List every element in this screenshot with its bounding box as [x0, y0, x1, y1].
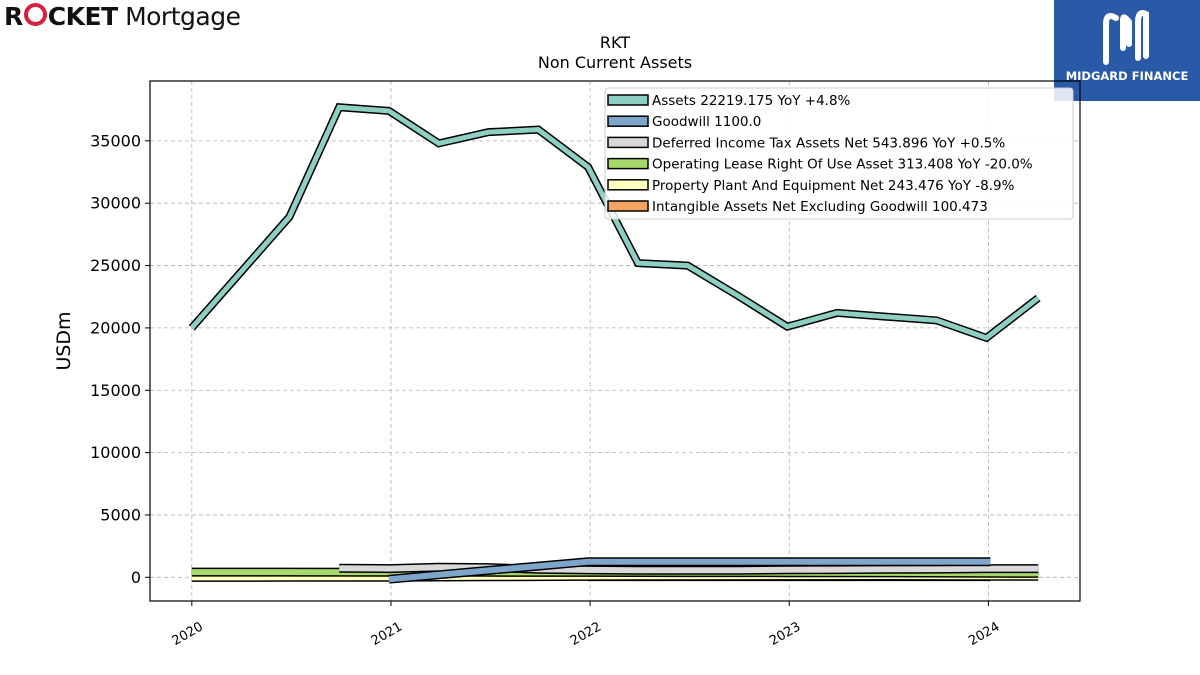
series-line-1: [388, 558, 991, 583]
y-tick-label: 15000: [90, 381, 141, 400]
chart-title: RKT: [599, 33, 631, 52]
legend-label-2: Deferred Income Tax Assets Net 543.896 Y…: [652, 135, 1005, 151]
y-tick-label: 5000: [100, 505, 141, 524]
legend-box: [604, 87, 1074, 220]
logo-text-mortgage: Mortgage: [117, 2, 241, 31]
y-tick-label: 30000: [90, 194, 141, 213]
legend-swatch-0: [607, 94, 649, 106]
x-tick-label: 2024: [966, 619, 1002, 649]
y-tick-label: 35000: [90, 131, 141, 150]
legend-label-5: Intangible Assets Net Excluding Goodwill…: [652, 199, 988, 215]
y-tick-label: 25000: [90, 256, 141, 275]
midgard-finance-label: MIDGARD FINANCE: [1065, 69, 1189, 83]
y-tick-label: 0: [131, 568, 141, 587]
y-tick-label: 20000: [90, 318, 141, 337]
x-tick-label: 2021: [369, 619, 405, 649]
logo-text-r: R: [4, 2, 23, 31]
legend-label-1: Goodwill 1100.0: [652, 114, 761, 130]
logo-o-ring-icon: [23, 3, 47, 26]
legend-swatch-3: [607, 157, 649, 170]
legend-label-3: Operating Lease Right Of Use Asset 313.4…: [652, 157, 1033, 173]
legend-swatch-4: [607, 179, 649, 191]
x-tick-label: 2023: [767, 619, 803, 649]
midgard-emblem-icon: [1103, 10, 1149, 65]
logo-text-cket: CKET: [47, 2, 118, 31]
series-line-2: [339, 564, 1039, 574]
legend-swatch-1: [607, 115, 649, 127]
legend-label-4: Property Plant And Equipment Net 243.476…: [652, 178, 1015, 194]
legend-swatch-2: [607, 136, 649, 149]
x-tick-label: 2022: [568, 619, 604, 649]
x-tick-label: 2020: [170, 619, 206, 649]
y-tick-label: 10000: [90, 443, 141, 462]
chart-subtitle: Non Current Assets: [537, 53, 693, 72]
series-line-0: [189, 104, 1040, 341]
legend-swatch-5: [607, 200, 649, 212]
rocket-mortgage-logo: R CKET Mortgage: [4, 2, 241, 31]
midgard-finance-badge: MIDGARD FINANCE: [1054, 0, 1200, 101]
legend-label-0: Assets 22219.175 YoY +4.8%: [652, 93, 851, 109]
y-axis-label: USDm: [53, 311, 75, 370]
plot-frame: [149, 80, 1081, 602]
